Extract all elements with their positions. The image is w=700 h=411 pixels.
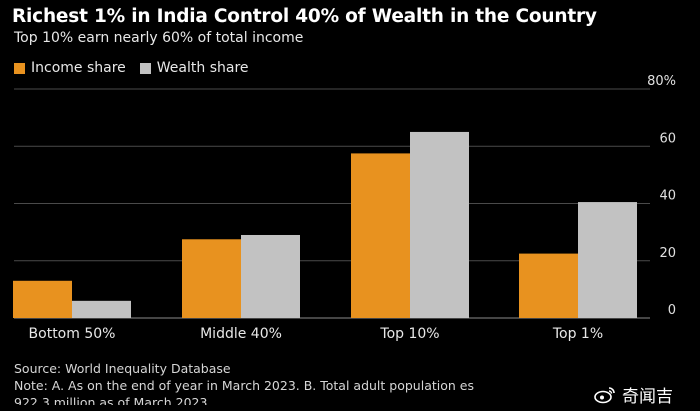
- chart-legend: Income share Wealth share: [14, 60, 263, 76]
- legend-item-income: Income share: [14, 60, 126, 76]
- bar-wealth: [72, 300, 131, 318]
- watermark-text: 奇闻吉: [622, 387, 673, 407]
- bar-income: [351, 153, 410, 318]
- weibo-logo-icon: [594, 386, 615, 403]
- legend-swatch-income: [14, 62, 25, 74]
- chart-subtitle: Top 10% earn nearly 60% of total income: [14, 30, 304, 46]
- bar-chart: 0 20 40 60 80% Bottom 50% Middle 40% Top 10% Top…: [13, 74, 676, 342]
- legend-item-wealth: Wealth share: [139, 60, 249, 76]
- y-tick-label: 80%: [647, 74, 676, 89]
- y-tick-label: 20: [659, 246, 676, 261]
- bar-income: [519, 253, 578, 318]
- chart-title: Richest 1% in India Control 40% of Wealt…: [12, 6, 597, 27]
- x-tick-label: Bottom 50%: [29, 326, 116, 342]
- source-note: Source: World Inequality Database: [14, 361, 231, 376]
- watermark: 奇闻吉: [594, 382, 673, 407]
- bar-wealth: [410, 131, 469, 318]
- legend-label-income: Income share: [31, 60, 126, 76]
- x-tick-label: Top 10%: [379, 326, 439, 342]
- bar-income: [13, 280, 72, 318]
- x-tick-label: Middle 40%: [200, 326, 282, 342]
- legend-swatch-wealth: [139, 62, 151, 74]
- bar-wealth: [241, 234, 300, 318]
- bar-wealth: [578, 202, 637, 318]
- bar-income: [182, 239, 241, 318]
- y-tick-label: 40: [659, 189, 676, 204]
- x-tick-label: Top 1%: [552, 326, 603, 342]
- legend-label-wealth: Wealth share: [156, 60, 249, 76]
- y-tick-label: 60: [659, 131, 676, 146]
- y-tick-label: 0: [668, 303, 676, 318]
- footnote: Note: A. As on the end of year in March …: [14, 378, 474, 393]
- footnote-line-2: 922.3 million as of March 2023: [14, 395, 208, 405]
